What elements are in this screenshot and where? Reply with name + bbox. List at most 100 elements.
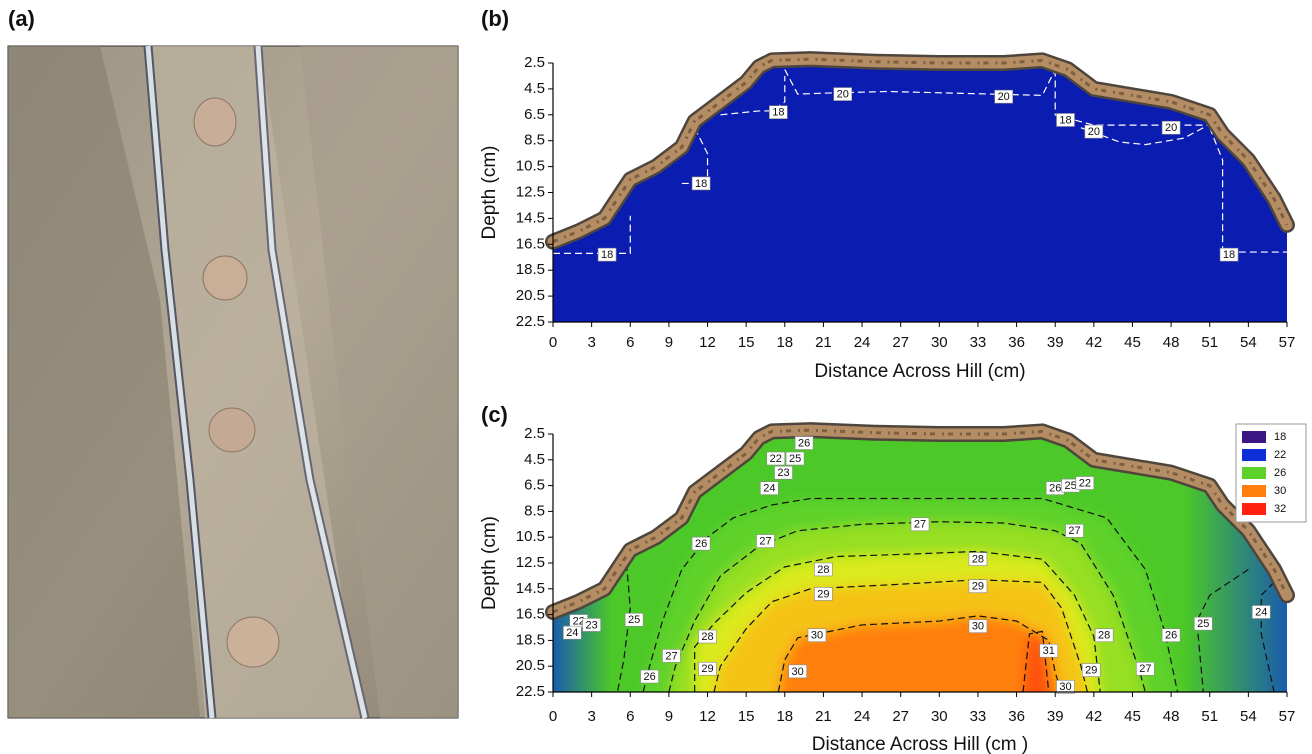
- x-tick-label: 30: [931, 708, 948, 725]
- legend-label: 26: [1274, 467, 1286, 479]
- contour-label: 29: [817, 588, 829, 600]
- contour-label: 30: [972, 621, 984, 633]
- x-tick-label: 15: [738, 708, 755, 725]
- y-tick-label: 8.5: [524, 502, 545, 519]
- y-tick-label: 4.5: [524, 451, 545, 468]
- y-tick-label: 18.5: [516, 631, 545, 648]
- x-tick-label: 33: [970, 708, 987, 725]
- contour-label: 18: [695, 178, 707, 190]
- y-tick-label: 2.5: [524, 425, 545, 442]
- panel-label: (a): [8, 6, 35, 31]
- x-tick-label: 6: [626, 708, 634, 725]
- y-tick-label: 18.5: [516, 261, 545, 278]
- contour-label: 27: [914, 519, 926, 531]
- x-tick-label: 27: [892, 334, 909, 351]
- figure: (a) (b) (c) 1818182020182020180369121518…: [0, 0, 1312, 754]
- x-tick-label: 45: [1124, 334, 1141, 351]
- contour-label: 18: [772, 107, 784, 119]
- y-tick-label: 10.5: [516, 528, 545, 545]
- y-tick-label: 12.5: [516, 554, 545, 571]
- x-tick-label: 36: [1008, 708, 1025, 725]
- contour-label: 20: [1088, 126, 1100, 138]
- contour-label: 20: [1165, 122, 1177, 134]
- x-axis-title: Distance Across Hill (cm): [814, 361, 1025, 382]
- y-tick-label: 12.5: [516, 183, 545, 200]
- x-tick-label: 57: [1279, 708, 1296, 725]
- y-tick-label: 14.5: [516, 209, 545, 226]
- contour-label: 28: [817, 564, 829, 576]
- x-tick-label: 0: [549, 708, 557, 725]
- legend-label: 18: [1274, 431, 1286, 443]
- contour-label: 22: [770, 453, 782, 465]
- y-tick-label: 22.5: [516, 683, 545, 700]
- y-tick-label: 14.5: [516, 580, 545, 597]
- x-tick-label: 15: [738, 334, 755, 351]
- y-axis-title: Depth (cm): [479, 146, 500, 240]
- x-tick-label: 0: [549, 334, 557, 351]
- contour-label: 22: [1079, 477, 1091, 489]
- x-tick-label: 9: [665, 708, 673, 725]
- contour-label: 18: [1223, 249, 1235, 261]
- y-tick-label: 16.5: [516, 235, 545, 252]
- x-tick-label: 51: [1201, 708, 1218, 725]
- x-tick-label: 18: [776, 708, 793, 725]
- y-tick-label: 4.5: [524, 80, 545, 97]
- contour-label: 26: [695, 538, 707, 550]
- contour-label: 24: [566, 627, 578, 639]
- contour-label: 26: [643, 671, 655, 683]
- y-tick-label: 6.5: [524, 106, 545, 123]
- contour-label: 18: [1059, 114, 1071, 126]
- contour-label: 25: [789, 453, 801, 465]
- y-tick-label: 10.5: [516, 158, 545, 175]
- x-tick-label: 48: [1163, 708, 1180, 725]
- contour-label: 26: [1165, 630, 1177, 642]
- x-tick-label: 42: [1085, 334, 1102, 351]
- contour-label: 25: [628, 614, 640, 626]
- legend-label: 30: [1274, 485, 1286, 497]
- x-tick-label: 24: [854, 334, 871, 351]
- x-tick-label: 27: [892, 708, 909, 725]
- contour-label: 29: [701, 663, 713, 675]
- x-tick-label: 21: [815, 708, 832, 725]
- contour-label: 23: [777, 467, 789, 479]
- x-tick-label: 45: [1124, 708, 1141, 725]
- x-axis-title: Distance Across Hill (cm ): [812, 734, 1028, 754]
- x-tick-label: 39: [1047, 708, 1064, 725]
- x-tick-label: 42: [1085, 708, 1102, 725]
- legend-swatch: [1242, 503, 1266, 515]
- legend-swatch: [1242, 467, 1266, 479]
- x-tick-label: 57: [1279, 334, 1296, 351]
- x-tick-label: 18: [776, 334, 793, 351]
- x-tick-label: 51: [1201, 334, 1218, 351]
- x-tick-label: 48: [1163, 334, 1180, 351]
- x-tick-label: 3: [587, 708, 595, 725]
- x-tick-label: 9: [665, 334, 673, 351]
- x-tick-label: 39: [1047, 334, 1064, 351]
- x-tick-label: 30: [931, 334, 948, 351]
- contour-label: 29: [972, 581, 984, 593]
- y-tick-label: 20.5: [516, 287, 545, 304]
- panel-label: (c): [481, 402, 508, 427]
- contour-label: 27: [1139, 663, 1151, 675]
- contour-label: 23: [586, 619, 598, 631]
- legend-label: 22: [1274, 449, 1286, 461]
- y-tick-label: 8.5: [524, 132, 545, 149]
- panel-label: (b): [481, 6, 509, 31]
- legend-label: 32: [1274, 503, 1286, 515]
- contour-label: 25: [1065, 480, 1077, 492]
- contour-label: 28: [701, 631, 713, 643]
- x-tick-label: 12: [699, 334, 716, 351]
- x-tick-label: 54: [1240, 708, 1257, 725]
- y-tick-label: 20.5: [516, 657, 545, 674]
- x-tick-label: 6: [626, 334, 634, 351]
- x-tick-label: 21: [815, 334, 832, 351]
- contour-label: 30: [792, 666, 804, 678]
- contour-label: 24: [763, 483, 775, 495]
- legend-swatch: [1242, 431, 1266, 443]
- contour-label: 27: [759, 535, 771, 547]
- contour-label: 28: [972, 554, 984, 566]
- x-tick-label: 33: [970, 334, 987, 351]
- contour-label: 24: [1255, 606, 1267, 618]
